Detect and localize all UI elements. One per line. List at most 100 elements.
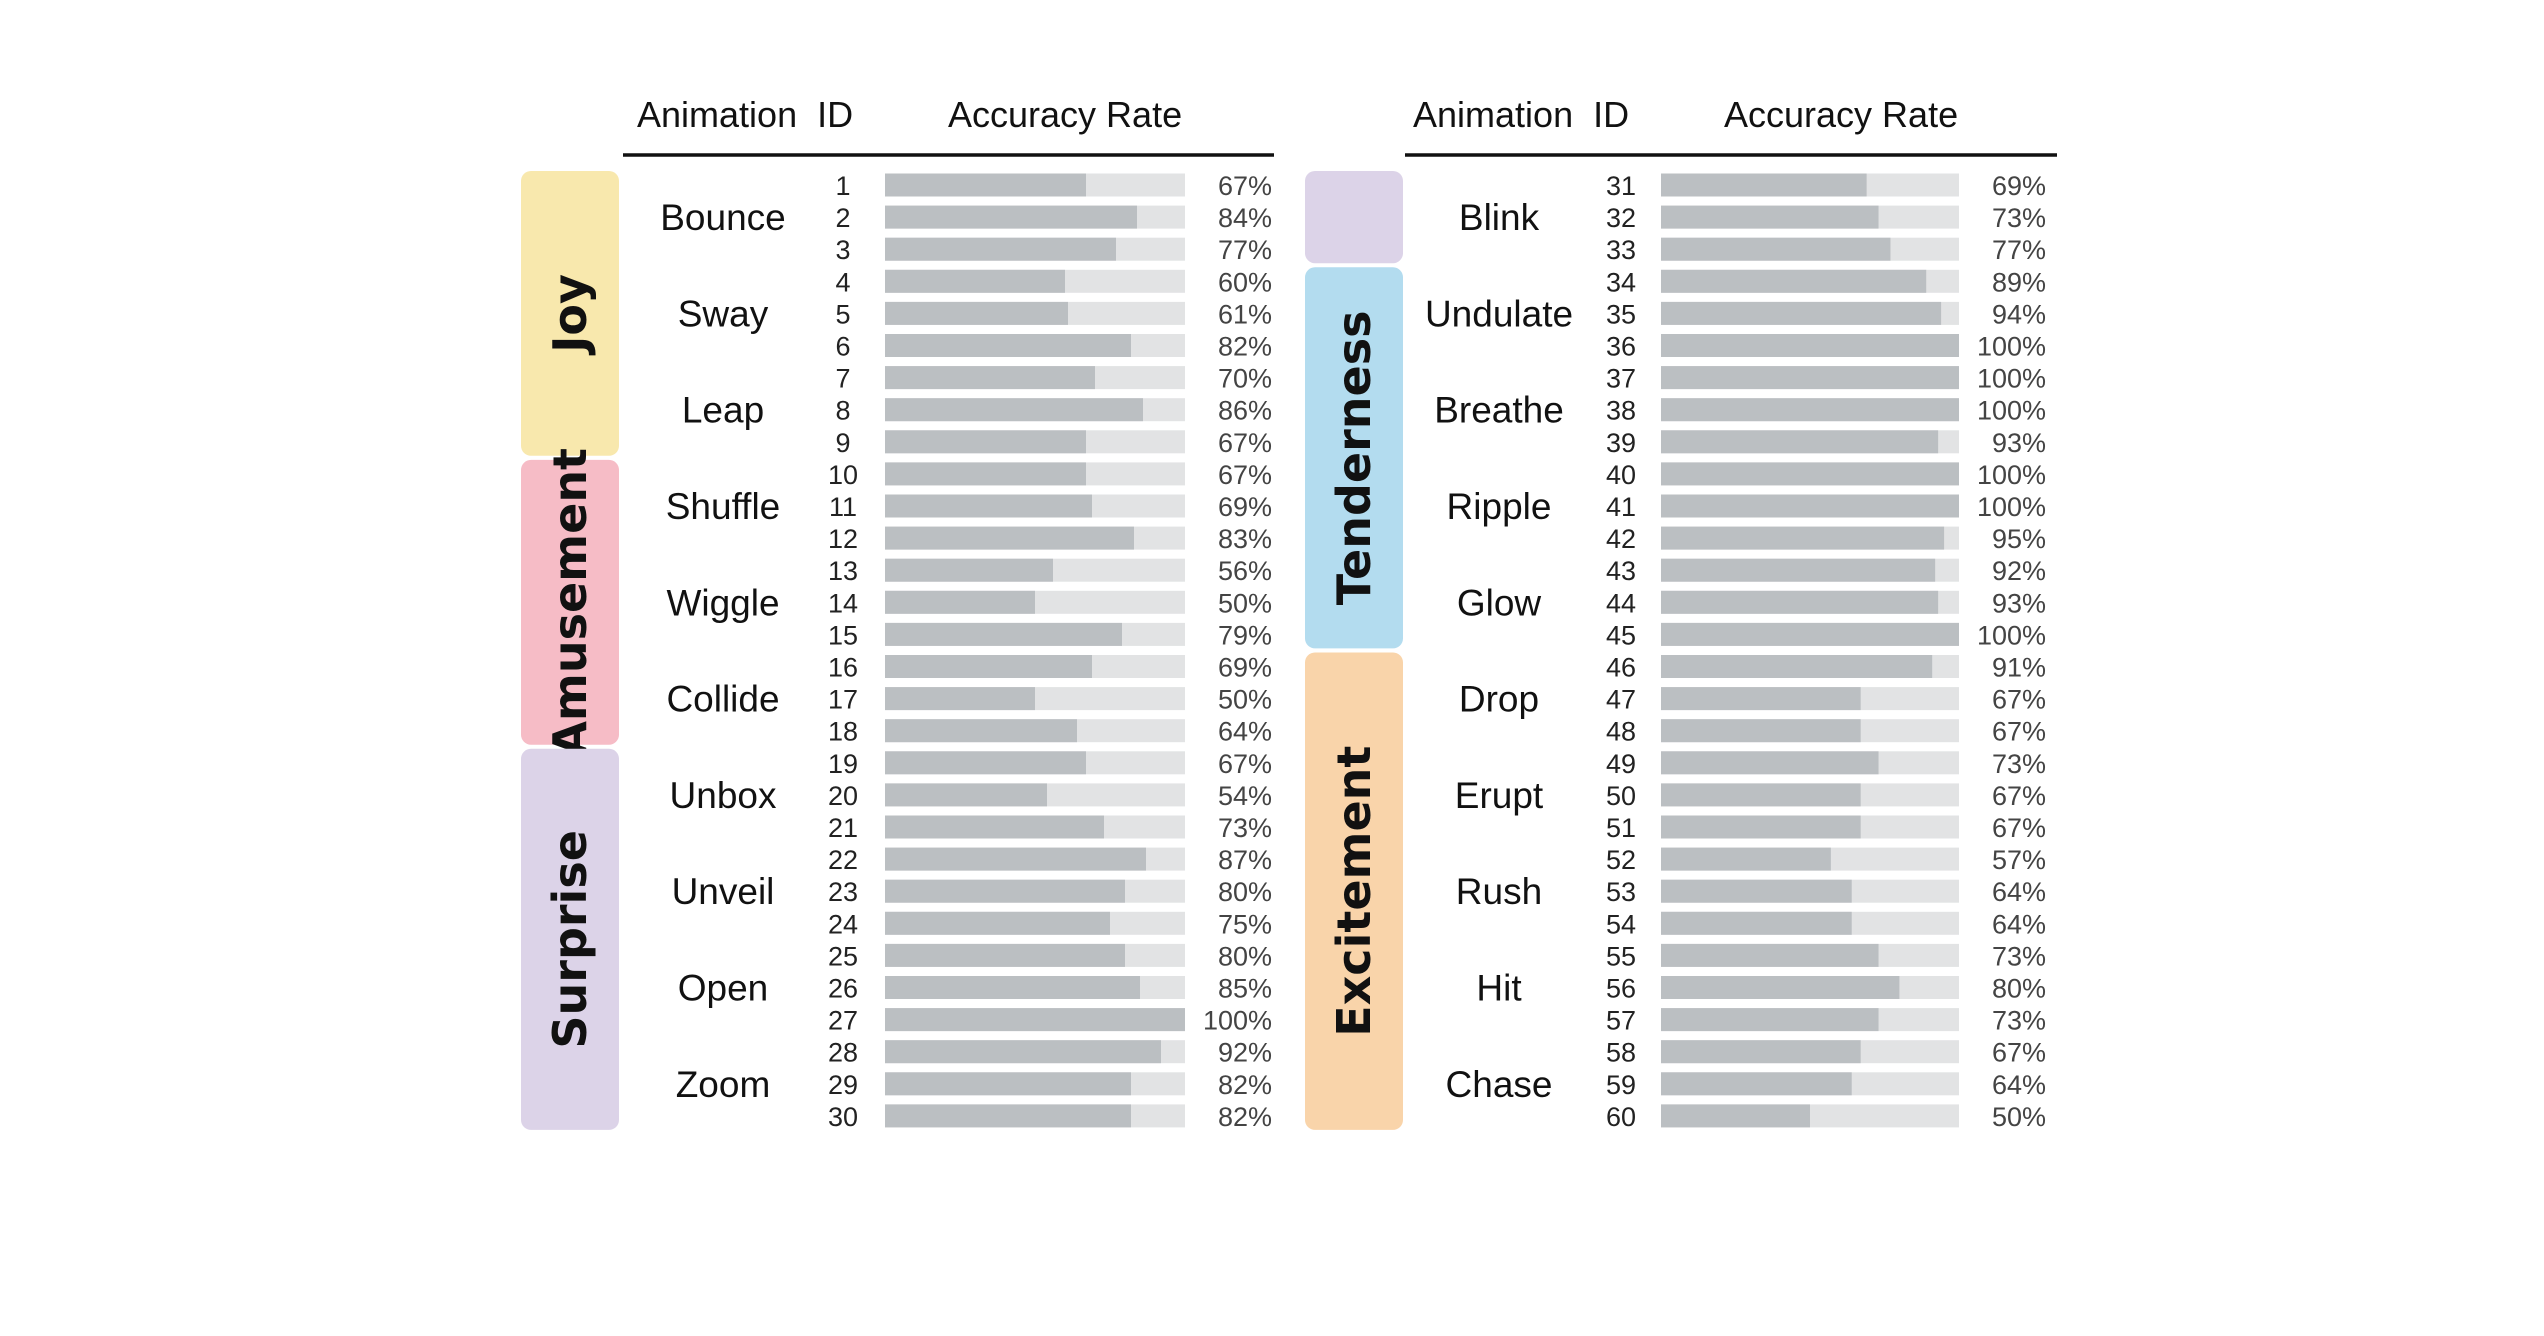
- accuracy-value-label: 91%: [1992, 653, 2046, 683]
- animation-id-label: 54: [1606, 909, 1636, 939]
- accuracy-value-label: 57%: [1992, 845, 2046, 875]
- animation-id-label: 28: [828, 1038, 858, 1068]
- accuracy-bar: [1661, 462, 1959, 486]
- animation-id-label: 7: [835, 364, 850, 394]
- accuracy-value-label: 64%: [1992, 877, 2046, 907]
- accuracy-bar: [1661, 1040, 1861, 1064]
- animation-id-label: 31: [1606, 171, 1636, 201]
- animation-id-label: 35: [1606, 299, 1636, 329]
- emotion-label-excitement: Excitement: [1327, 746, 1381, 1037]
- accuracy-bar: [1661, 430, 1939, 454]
- animation-name: Unbox: [670, 775, 777, 816]
- accuracy-bar: [1661, 205, 1879, 229]
- accuracy-value-label: 75%: [1218, 909, 1272, 939]
- animation-id-label: 1: [835, 171, 850, 201]
- animation-id-label: 10: [828, 460, 858, 490]
- animation-id-label: 21: [828, 813, 858, 843]
- animation-id-label: 17: [828, 685, 858, 715]
- accuracy-value-label: 84%: [1218, 203, 1272, 233]
- animation-id-label: 56: [1606, 974, 1636, 1004]
- animation-id-label: 5: [835, 299, 850, 329]
- accuracy-bar: [885, 237, 1116, 261]
- accuracy-value-label: 67%: [1992, 781, 2046, 811]
- animation-id-label: 33: [1606, 235, 1636, 265]
- accuracy-bar: [1661, 847, 1831, 871]
- accuracy-value-label: 50%: [1218, 588, 1272, 618]
- animation-id-label: 53: [1606, 877, 1636, 907]
- accuracy-bar: [1661, 719, 1861, 743]
- animation-id-label: 8: [835, 396, 850, 426]
- accuracy-value-label: 69%: [1218, 492, 1272, 522]
- animation-id-label: 16: [828, 653, 858, 683]
- accuracy-bar: [1661, 526, 1945, 550]
- accuracy-value-label: 73%: [1992, 203, 2046, 233]
- accuracy-value-label: 86%: [1218, 396, 1272, 426]
- accuracy-value-label: 89%: [1992, 267, 2046, 297]
- accuracy-bar: [885, 269, 1065, 293]
- accuracy-bar: [885, 783, 1047, 807]
- accuracy-value-label: 73%: [1992, 1006, 2046, 1036]
- accuracy-bar: [885, 398, 1143, 422]
- emotion-box-joy: [521, 171, 619, 456]
- animation-name: Glow: [1457, 582, 1542, 623]
- accuracy-value-label: 69%: [1992, 171, 2046, 201]
- animation-name: Hit: [1476, 968, 1522, 1009]
- accuracy-value-label: 100%: [1977, 332, 2046, 362]
- accuracy-bar: [1661, 622, 1959, 646]
- animation-id-label: 57: [1606, 1006, 1636, 1036]
- accuracy-bar: [1661, 1072, 1852, 1096]
- accuracy-bar: [1661, 655, 1933, 678]
- accuracy-value-label: 93%: [1992, 588, 2046, 618]
- animation-id-label: 2: [835, 203, 850, 233]
- accuracy-bar: [885, 622, 1122, 646]
- accuracy-value-label: 82%: [1218, 1070, 1272, 1100]
- accuracy-value-label: 64%: [1218, 717, 1272, 747]
- accuracy-value-label: 67%: [1218, 460, 1272, 490]
- accuracy-bar: [1661, 334, 1959, 357]
- accuracy-value-label: 61%: [1218, 299, 1272, 329]
- accuracy-bar: [885, 687, 1035, 711]
- animation-name: Undulate: [1425, 293, 1573, 334]
- animation-id-label: 55: [1606, 941, 1636, 971]
- accuracy-value-label: 67%: [1992, 813, 2046, 843]
- animation-id-label: 37: [1606, 364, 1636, 394]
- accuracy-value-label: 92%: [1992, 556, 2046, 586]
- accuracy-bar: [1661, 1104, 1810, 1128]
- accuracy-value-label: 87%: [1218, 845, 1272, 875]
- accuracy-bar: [1661, 173, 1867, 197]
- animation-id-label: 51: [1606, 813, 1636, 843]
- animation-id-label: 18: [828, 717, 858, 747]
- accuracy-value-label: 100%: [1977, 460, 2046, 490]
- animation-id-label: 46: [1606, 653, 1636, 683]
- accuracy-value-label: 100%: [1203, 1006, 1272, 1036]
- accuracy-bar: [885, 301, 1068, 325]
- animation-id-label: 60: [1606, 1102, 1636, 1132]
- animation-name: Open: [678, 968, 769, 1009]
- emotion-label-joy: Joy: [543, 274, 597, 356]
- animation-id-label: 58: [1606, 1038, 1636, 1068]
- animation-id-label: 23: [828, 877, 858, 907]
- animation-id-label: 19: [828, 749, 858, 779]
- emotion-label-surprise: Surprise: [543, 830, 597, 1049]
- emotion-box-excitement: [1305, 652, 1403, 1130]
- accuracy-bar: [885, 1104, 1131, 1128]
- accuracy-value-label: 64%: [1992, 1070, 2046, 1100]
- accuracy-value-label: 50%: [1218, 685, 1272, 715]
- accuracy-value-label: 67%: [1992, 1038, 2046, 1068]
- accuracy-value-label: 67%: [1218, 749, 1272, 779]
- animation-name: Ripple: [1447, 486, 1552, 527]
- accuracy-value-label: 70%: [1218, 364, 1272, 394]
- accuracy-value-label: 100%: [1977, 364, 2046, 394]
- emotion-label-amusement: Amusement: [543, 448, 597, 757]
- accuracy-bar: [1661, 1008, 1879, 1032]
- animation-id-label: 4: [835, 267, 850, 297]
- emotion-box-unlabeled: [1305, 171, 1403, 264]
- animation-id-label: 30: [828, 1102, 858, 1132]
- animation-name: Zoom: [676, 1064, 771, 1105]
- accuracy-bar: [885, 1072, 1131, 1096]
- accuracy-bar: [885, 751, 1086, 775]
- accuracy-value-label: 67%: [1218, 171, 1272, 201]
- accuracy-bar: [1661, 558, 1936, 582]
- accuracy-bar: [885, 847, 1146, 871]
